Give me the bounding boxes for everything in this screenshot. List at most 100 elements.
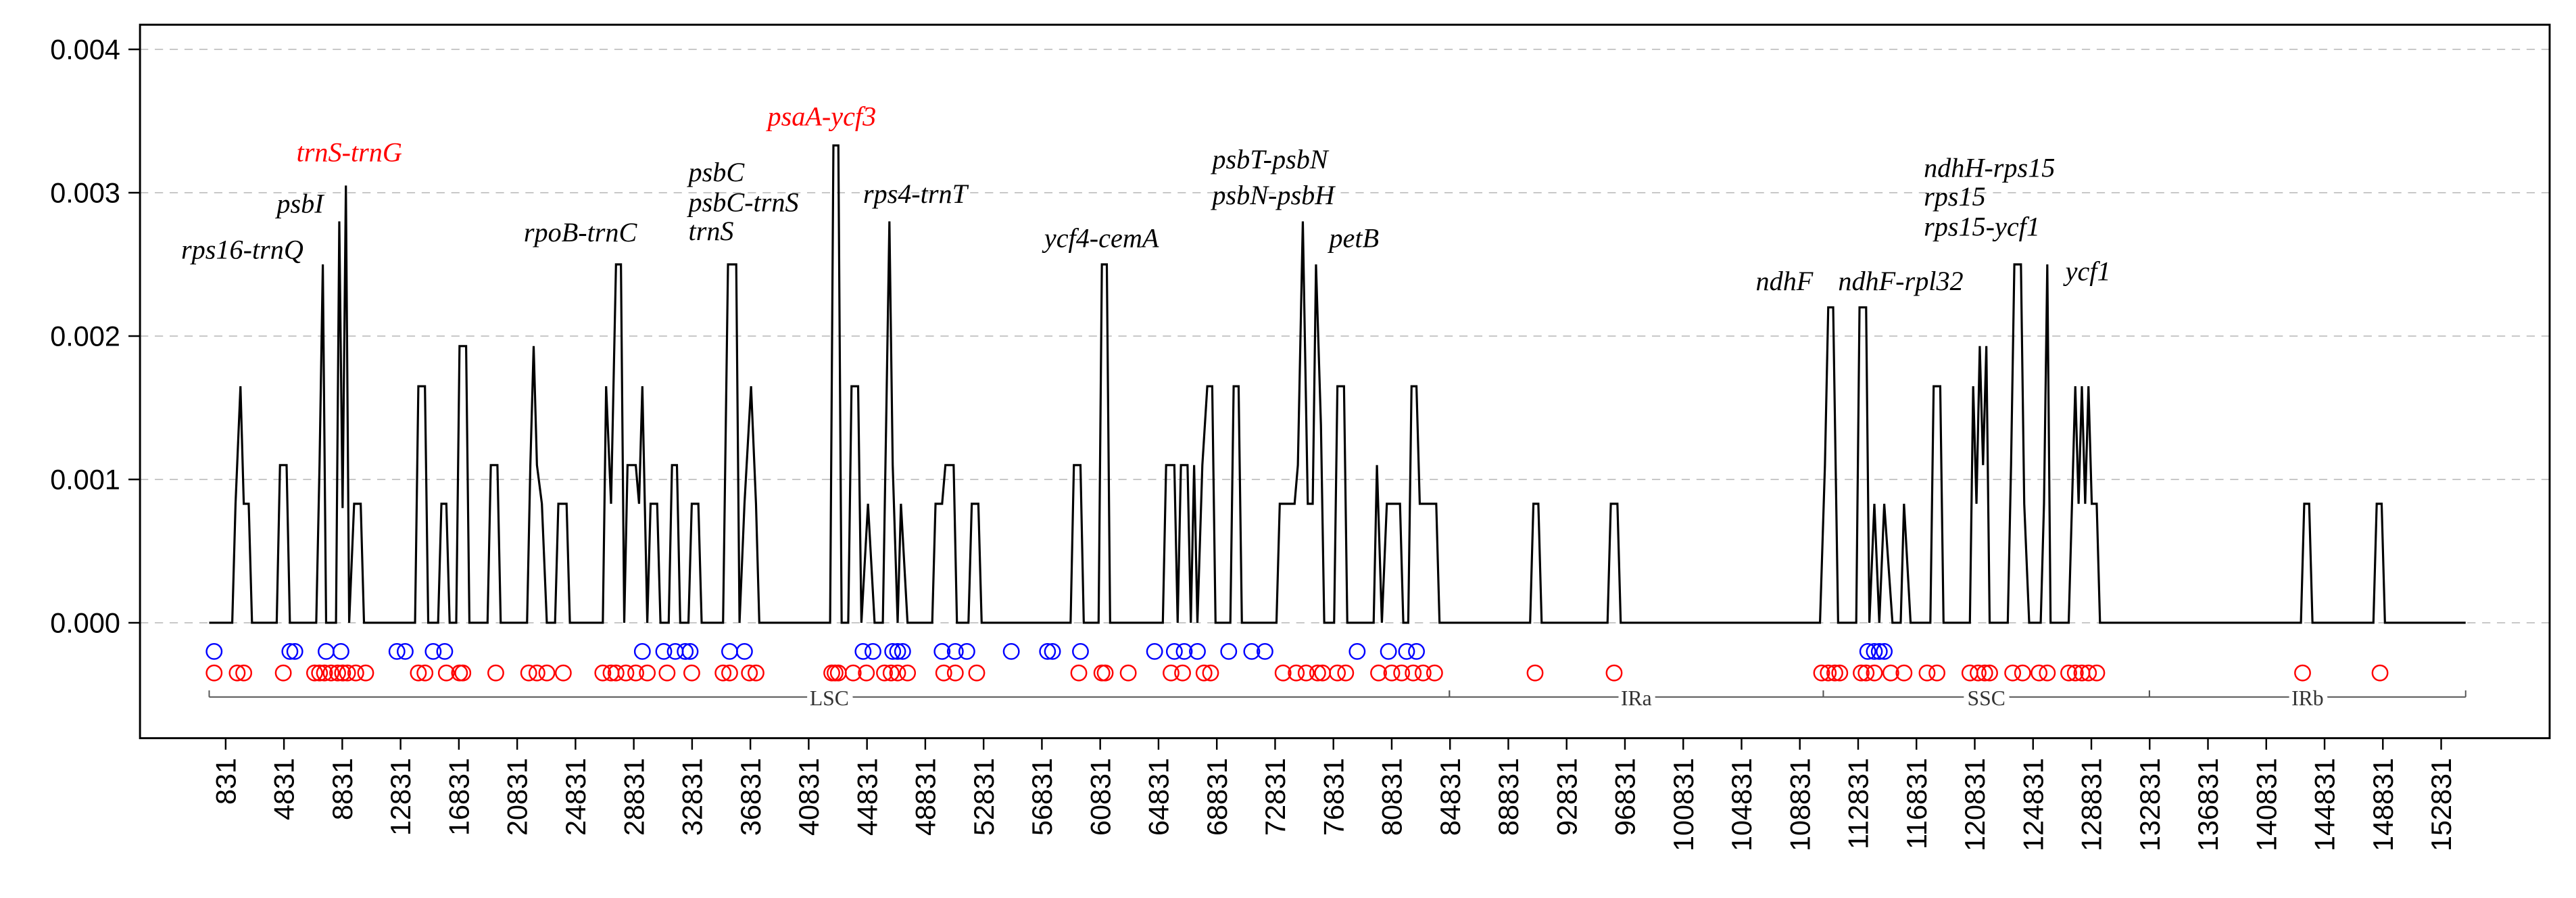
marker-circle (357, 664, 374, 682)
marker-circle (1976, 664, 1993, 682)
marker-circle (1426, 664, 1443, 682)
marker-circle (1398, 642, 1415, 660)
marker-circle (894, 642, 911, 660)
x-tick-label: 60831 (1085, 758, 1116, 836)
marker-circle (865, 642, 881, 660)
marker-circle (854, 642, 872, 660)
marker-circle (844, 664, 862, 682)
x-tick-label: 76831 (1318, 758, 1349, 836)
annotation: rps15 (1924, 181, 1986, 212)
marker-circle (1195, 664, 1213, 682)
marker-circle (416, 664, 434, 682)
x-tick-label: 104831 (1726, 758, 1757, 851)
marker-circle (1243, 642, 1261, 660)
marker-circle (311, 664, 329, 682)
annotation: rps4-trnT (863, 179, 969, 209)
marker-circle (1370, 664, 1387, 682)
marker-circle (2066, 664, 2084, 682)
x-tick-label: 40831 (794, 758, 825, 836)
x-tick-label: 80831 (1377, 758, 1408, 836)
x-tick-label: 124831 (2018, 758, 2049, 851)
region-label: IRb (2291, 686, 2323, 710)
marker-circle (1859, 642, 1876, 660)
annotation: rpoB-trnC (524, 217, 638, 247)
marker-circle (1337, 664, 1355, 682)
x-tick-label: 48831 (910, 758, 942, 836)
x-tick-label: 44831 (852, 758, 883, 836)
marker-circle (933, 642, 951, 660)
marker-circle (1348, 642, 1366, 660)
annotation: ndhF-rpl32 (1838, 266, 1963, 296)
marker-circle (1831, 664, 1849, 682)
marker-circle (1857, 664, 1875, 682)
x-tick-label: 128831 (2076, 758, 2108, 851)
marker-circle (1175, 642, 1193, 660)
marker-circle (617, 664, 635, 682)
marker-circle (655, 642, 673, 660)
marker-circle (1163, 664, 1180, 682)
marker-circle (281, 642, 299, 660)
x-tick-label: 148831 (2368, 758, 2399, 851)
marker-circle (554, 664, 572, 682)
marker-circle (205, 642, 223, 660)
x-tick-label: 64831 (1144, 758, 1175, 836)
x-tick-label: 84831 (1435, 758, 1466, 836)
marker-circle (334, 664, 351, 682)
marker-circle (1256, 642, 1273, 660)
x-tick-label: 108831 (1784, 758, 1816, 851)
plot-frame (139, 24, 2551, 740)
marker-circle (1288, 664, 1305, 682)
marker-circle (1405, 664, 1422, 682)
marker-circle (1309, 664, 1326, 682)
y-tick-label: 0.003 (50, 178, 120, 209)
marker-circle (958, 642, 975, 660)
marker-circle (714, 664, 732, 682)
region-label: IRa (1621, 686, 1652, 710)
marker-circle (633, 642, 651, 660)
marker-circle (639, 664, 656, 682)
marker-circle (1605, 664, 1623, 682)
annotation: ycf1 (2063, 256, 2111, 286)
marker-circle (1876, 642, 1893, 660)
marker-circle (1072, 642, 1089, 660)
marker-circle (1039, 642, 1056, 660)
marker-circle (1383, 664, 1401, 682)
annotation: rps15-ycf1 (1924, 212, 2040, 242)
marker-circle (2039, 664, 2056, 682)
marker-circle (1329, 664, 1346, 682)
marker-circle (339, 664, 356, 682)
marker-circle (882, 664, 900, 682)
marker-circle (528, 664, 545, 682)
marker-circle (741, 664, 758, 682)
marker-circle (1044, 642, 1061, 660)
marker-circle (1981, 664, 1998, 682)
marker-circle (1918, 664, 1936, 682)
marker-circle (2004, 664, 2022, 682)
x-tick-label: 56831 (1027, 758, 1058, 836)
marker-circle (1174, 664, 1191, 682)
marker-circle (520, 664, 537, 682)
marker-circle (935, 664, 952, 682)
annotation: psbT-psbN (1210, 144, 1329, 174)
marker-circle (436, 642, 454, 660)
x-tick-label: 120831 (1960, 758, 1991, 851)
x-tick-label: 140831 (2251, 758, 2282, 851)
x-tick-label: 132831 (2135, 758, 2166, 851)
marker-circle (735, 642, 753, 660)
x-tick-label: 136831 (2193, 758, 2224, 851)
x-tick-label: 4831 (269, 758, 300, 820)
marker-circle (721, 664, 738, 682)
marker-circle (454, 664, 472, 682)
marker-circle (876, 664, 893, 682)
marker-circle (1408, 642, 1425, 660)
annotation: psbC-trnS (687, 187, 799, 218)
x-tick-label: 72831 (1260, 758, 1291, 836)
x-tick-label: 112831 (1843, 758, 1874, 849)
x-tick-label: 116831 (1901, 758, 1933, 849)
x-tick-label: 831 (210, 758, 241, 805)
x-tick-label: 12831 (385, 758, 416, 836)
x-tick-label: 16831 (443, 758, 475, 836)
x-tick-label: 36831 (735, 758, 767, 836)
marker-circle (899, 664, 917, 682)
